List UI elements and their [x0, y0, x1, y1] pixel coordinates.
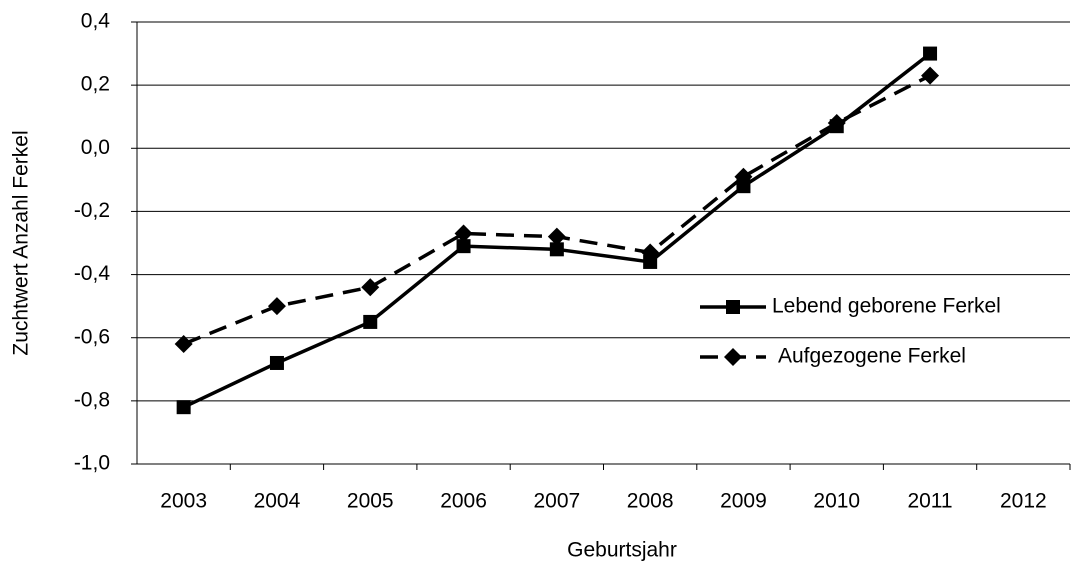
y-tick-label: -0,2	[74, 199, 110, 222]
marker-diamond	[361, 278, 380, 297]
marker-diamond	[267, 297, 286, 316]
marker-diamond	[921, 66, 940, 85]
marker-diamond	[641, 243, 660, 262]
marker-square	[549, 242, 564, 257]
marker-diamond	[174, 335, 193, 354]
x-tick-label: 2004	[254, 490, 301, 513]
marker-diamond	[547, 227, 566, 246]
marker-square	[736, 179, 751, 194]
y-tick-label: -0,8	[74, 388, 110, 411]
y-tick-label: -1,0	[74, 452, 110, 475]
x-tick-label: 2011	[907, 490, 952, 513]
marker-diamond	[734, 167, 753, 186]
x-tick-label: 2005	[347, 490, 394, 513]
y-tick-label: 0,0	[81, 136, 110, 159]
x-axis-title: Geburtsjahr	[567, 539, 677, 562]
y-tick-label: -0,6	[74, 325, 110, 348]
legend-label: Aufgezogene Ferkel	[778, 345, 966, 368]
marker-square	[643, 254, 658, 269]
marker-square	[726, 300, 740, 314]
x-tick-label: 2007	[533, 490, 580, 513]
marker-diamond	[724, 348, 742, 366]
marker-square	[923, 46, 938, 61]
legend-label: Lebend geborene Ferkel	[772, 295, 1001, 318]
marker-square	[269, 355, 284, 370]
marker-diamond	[454, 224, 473, 243]
x-tick-label: 2008	[627, 490, 674, 513]
marker-square	[456, 239, 471, 254]
y-tick-label: -0,4	[74, 262, 111, 285]
x-tick-label: 2012	[1000, 490, 1047, 513]
y-axis-title: Zuchtwert Anzahl Ferkel	[10, 130, 33, 355]
y-tick-label: 0,2	[81, 73, 110, 96]
marker-diamond	[827, 114, 846, 133]
x-tick-label: 2003	[160, 490, 207, 513]
marker-square	[176, 400, 191, 415]
x-tick-label: 2009	[720, 490, 767, 513]
marker-square	[363, 314, 378, 329]
x-tick-label: 2006	[440, 490, 487, 513]
y-tick-label: 0,4	[81, 10, 111, 33]
x-tick-label: 2010	[813, 490, 860, 513]
